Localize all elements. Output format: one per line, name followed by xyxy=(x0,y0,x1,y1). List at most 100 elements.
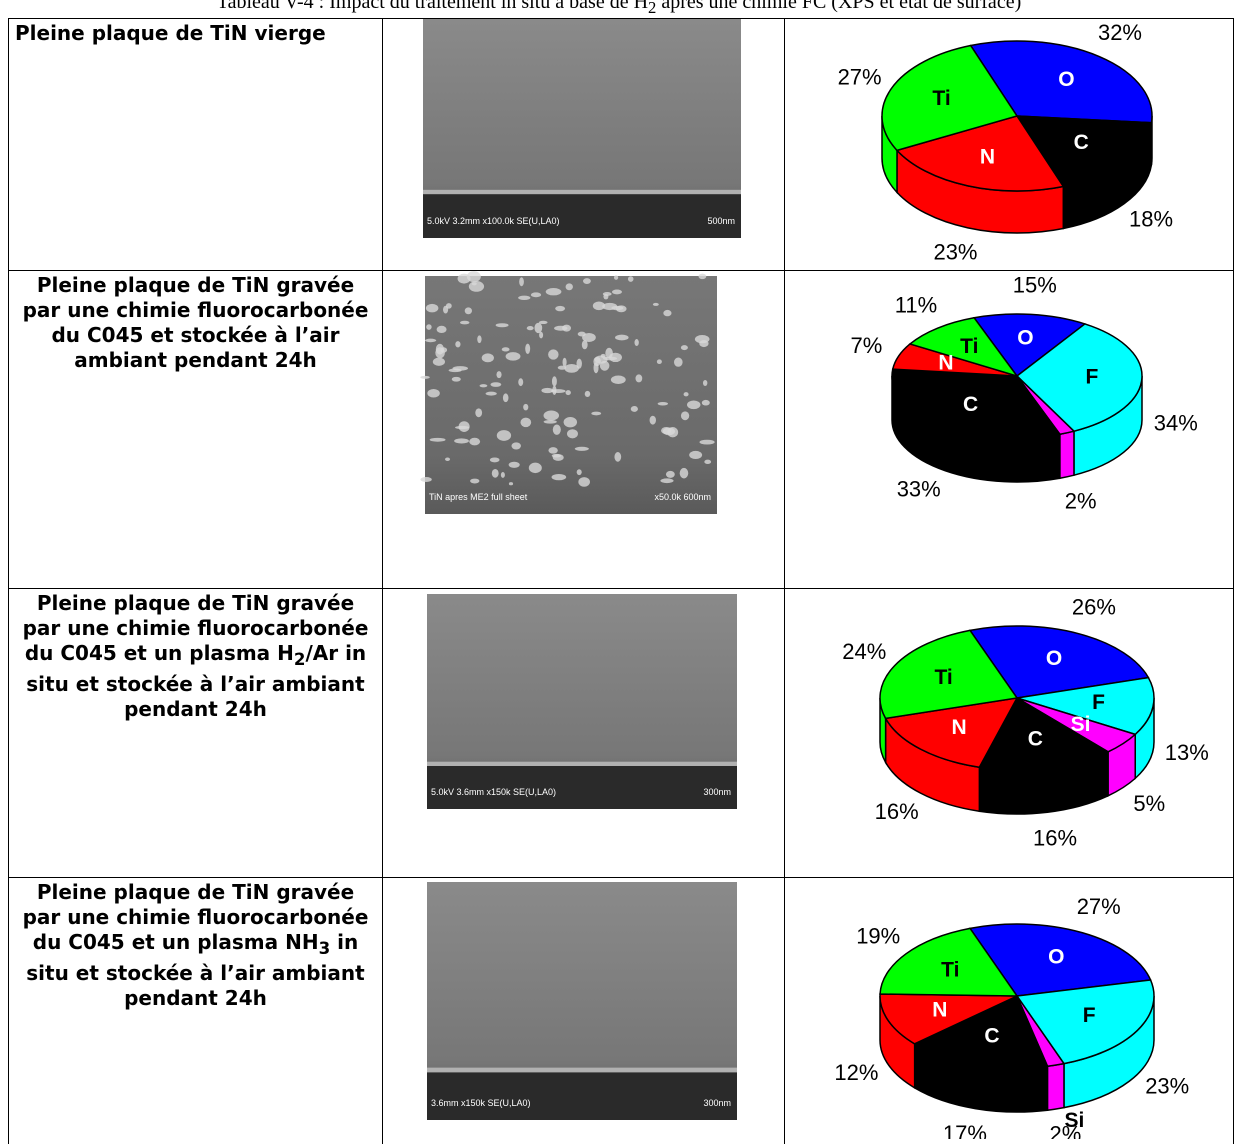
particle xyxy=(578,477,590,487)
particle xyxy=(492,469,499,478)
particle xyxy=(650,416,656,425)
category-label: F xyxy=(1083,1004,1096,1027)
particle xyxy=(614,275,618,279)
text-segment: Pleine plaque de TiN gravée par une chim… xyxy=(23,273,369,372)
table-row: Pleine plaque de TiN gravée par une chim… xyxy=(9,589,1234,878)
value-label: 2% xyxy=(1050,1122,1082,1139)
particle xyxy=(600,361,610,371)
particle xyxy=(460,321,469,325)
particle xyxy=(563,358,567,367)
value-label: 23% xyxy=(1145,1074,1189,1099)
particle xyxy=(663,428,675,436)
particle xyxy=(615,335,629,341)
particle xyxy=(657,359,662,364)
value-label: 23% xyxy=(933,240,977,265)
category-label: O xyxy=(1058,68,1074,91)
particle xyxy=(567,429,578,438)
category-label: Ti xyxy=(934,666,952,689)
particle xyxy=(449,369,462,373)
value-label: 19% xyxy=(856,923,900,948)
value-label: 11% xyxy=(895,292,937,317)
particle xyxy=(552,454,561,458)
category-label: Ti xyxy=(960,335,978,358)
particle xyxy=(469,281,484,292)
image-scale: 500nm xyxy=(707,216,735,226)
substrate xyxy=(427,1072,737,1120)
particle xyxy=(681,411,689,420)
particle xyxy=(582,333,596,342)
particle xyxy=(653,303,659,306)
particle xyxy=(443,306,448,314)
value-label: 13% xyxy=(1165,740,1209,765)
particle xyxy=(631,406,638,412)
description-cell: Pleine plaque de TiN gravée par une chim… xyxy=(9,589,383,878)
particle xyxy=(509,482,513,485)
text-segment: Pleine plaque de TiN vierge xyxy=(15,21,326,45)
particle xyxy=(548,349,558,359)
particle xyxy=(470,479,479,484)
particle xyxy=(425,339,436,343)
particle xyxy=(458,274,471,284)
value-label: 16% xyxy=(1033,825,1077,850)
caption: Tableau V-4 : Impact du traitement in si… xyxy=(0,0,1238,18)
particle xyxy=(544,420,557,424)
particle xyxy=(566,390,571,395)
description-cell: Pleine plaque de TiN vierge xyxy=(9,19,383,271)
particle xyxy=(454,438,469,443)
particle xyxy=(552,386,556,395)
particle xyxy=(680,468,689,479)
particle xyxy=(611,376,626,384)
particle xyxy=(531,292,541,297)
category-label: F xyxy=(1085,365,1098,388)
particle xyxy=(658,402,668,405)
particle xyxy=(546,288,562,295)
particle xyxy=(702,400,710,406)
category-label: C xyxy=(1028,728,1043,751)
value-label: 27% xyxy=(1077,894,1121,919)
particle xyxy=(501,472,505,478)
particle xyxy=(583,278,591,284)
value-label: 33% xyxy=(897,477,941,502)
category-label: Ti xyxy=(932,87,950,110)
particle xyxy=(497,430,511,441)
particle xyxy=(552,474,567,480)
particle xyxy=(511,442,521,449)
particle xyxy=(566,283,573,290)
pie-side xyxy=(1047,1064,1064,1111)
particle xyxy=(452,377,461,382)
image-cell: 3.6mm x150k SE(U,LA0)300nm xyxy=(383,878,785,1144)
image-info: TiN apres ME2 full sheet xyxy=(429,492,528,502)
particle xyxy=(529,463,542,473)
particle xyxy=(503,393,509,402)
value-label: 12% xyxy=(834,1060,878,1085)
pie-side xyxy=(1060,431,1074,478)
particle xyxy=(480,384,488,387)
particle xyxy=(519,277,524,286)
particle xyxy=(455,341,460,347)
particle xyxy=(612,289,622,294)
value-label: 32% xyxy=(1098,20,1142,45)
particle xyxy=(534,323,542,333)
value-label: 2% xyxy=(1065,488,1097,513)
particle xyxy=(509,462,520,468)
particle xyxy=(699,274,707,280)
category-label: O xyxy=(1017,327,1033,350)
particle xyxy=(689,451,702,459)
particle xyxy=(445,457,450,461)
particle xyxy=(575,447,589,451)
particle xyxy=(523,404,528,411)
subscript: 2 xyxy=(294,650,306,669)
particle xyxy=(437,326,447,333)
particle xyxy=(469,438,480,446)
text-segment: Pleine plaque de TiN gravée par une chim… xyxy=(23,880,369,954)
particle xyxy=(663,310,671,316)
particle xyxy=(603,357,617,361)
particle xyxy=(634,339,638,346)
value-label: 34% xyxy=(1154,410,1198,435)
particle xyxy=(548,447,557,454)
particle xyxy=(635,374,642,382)
